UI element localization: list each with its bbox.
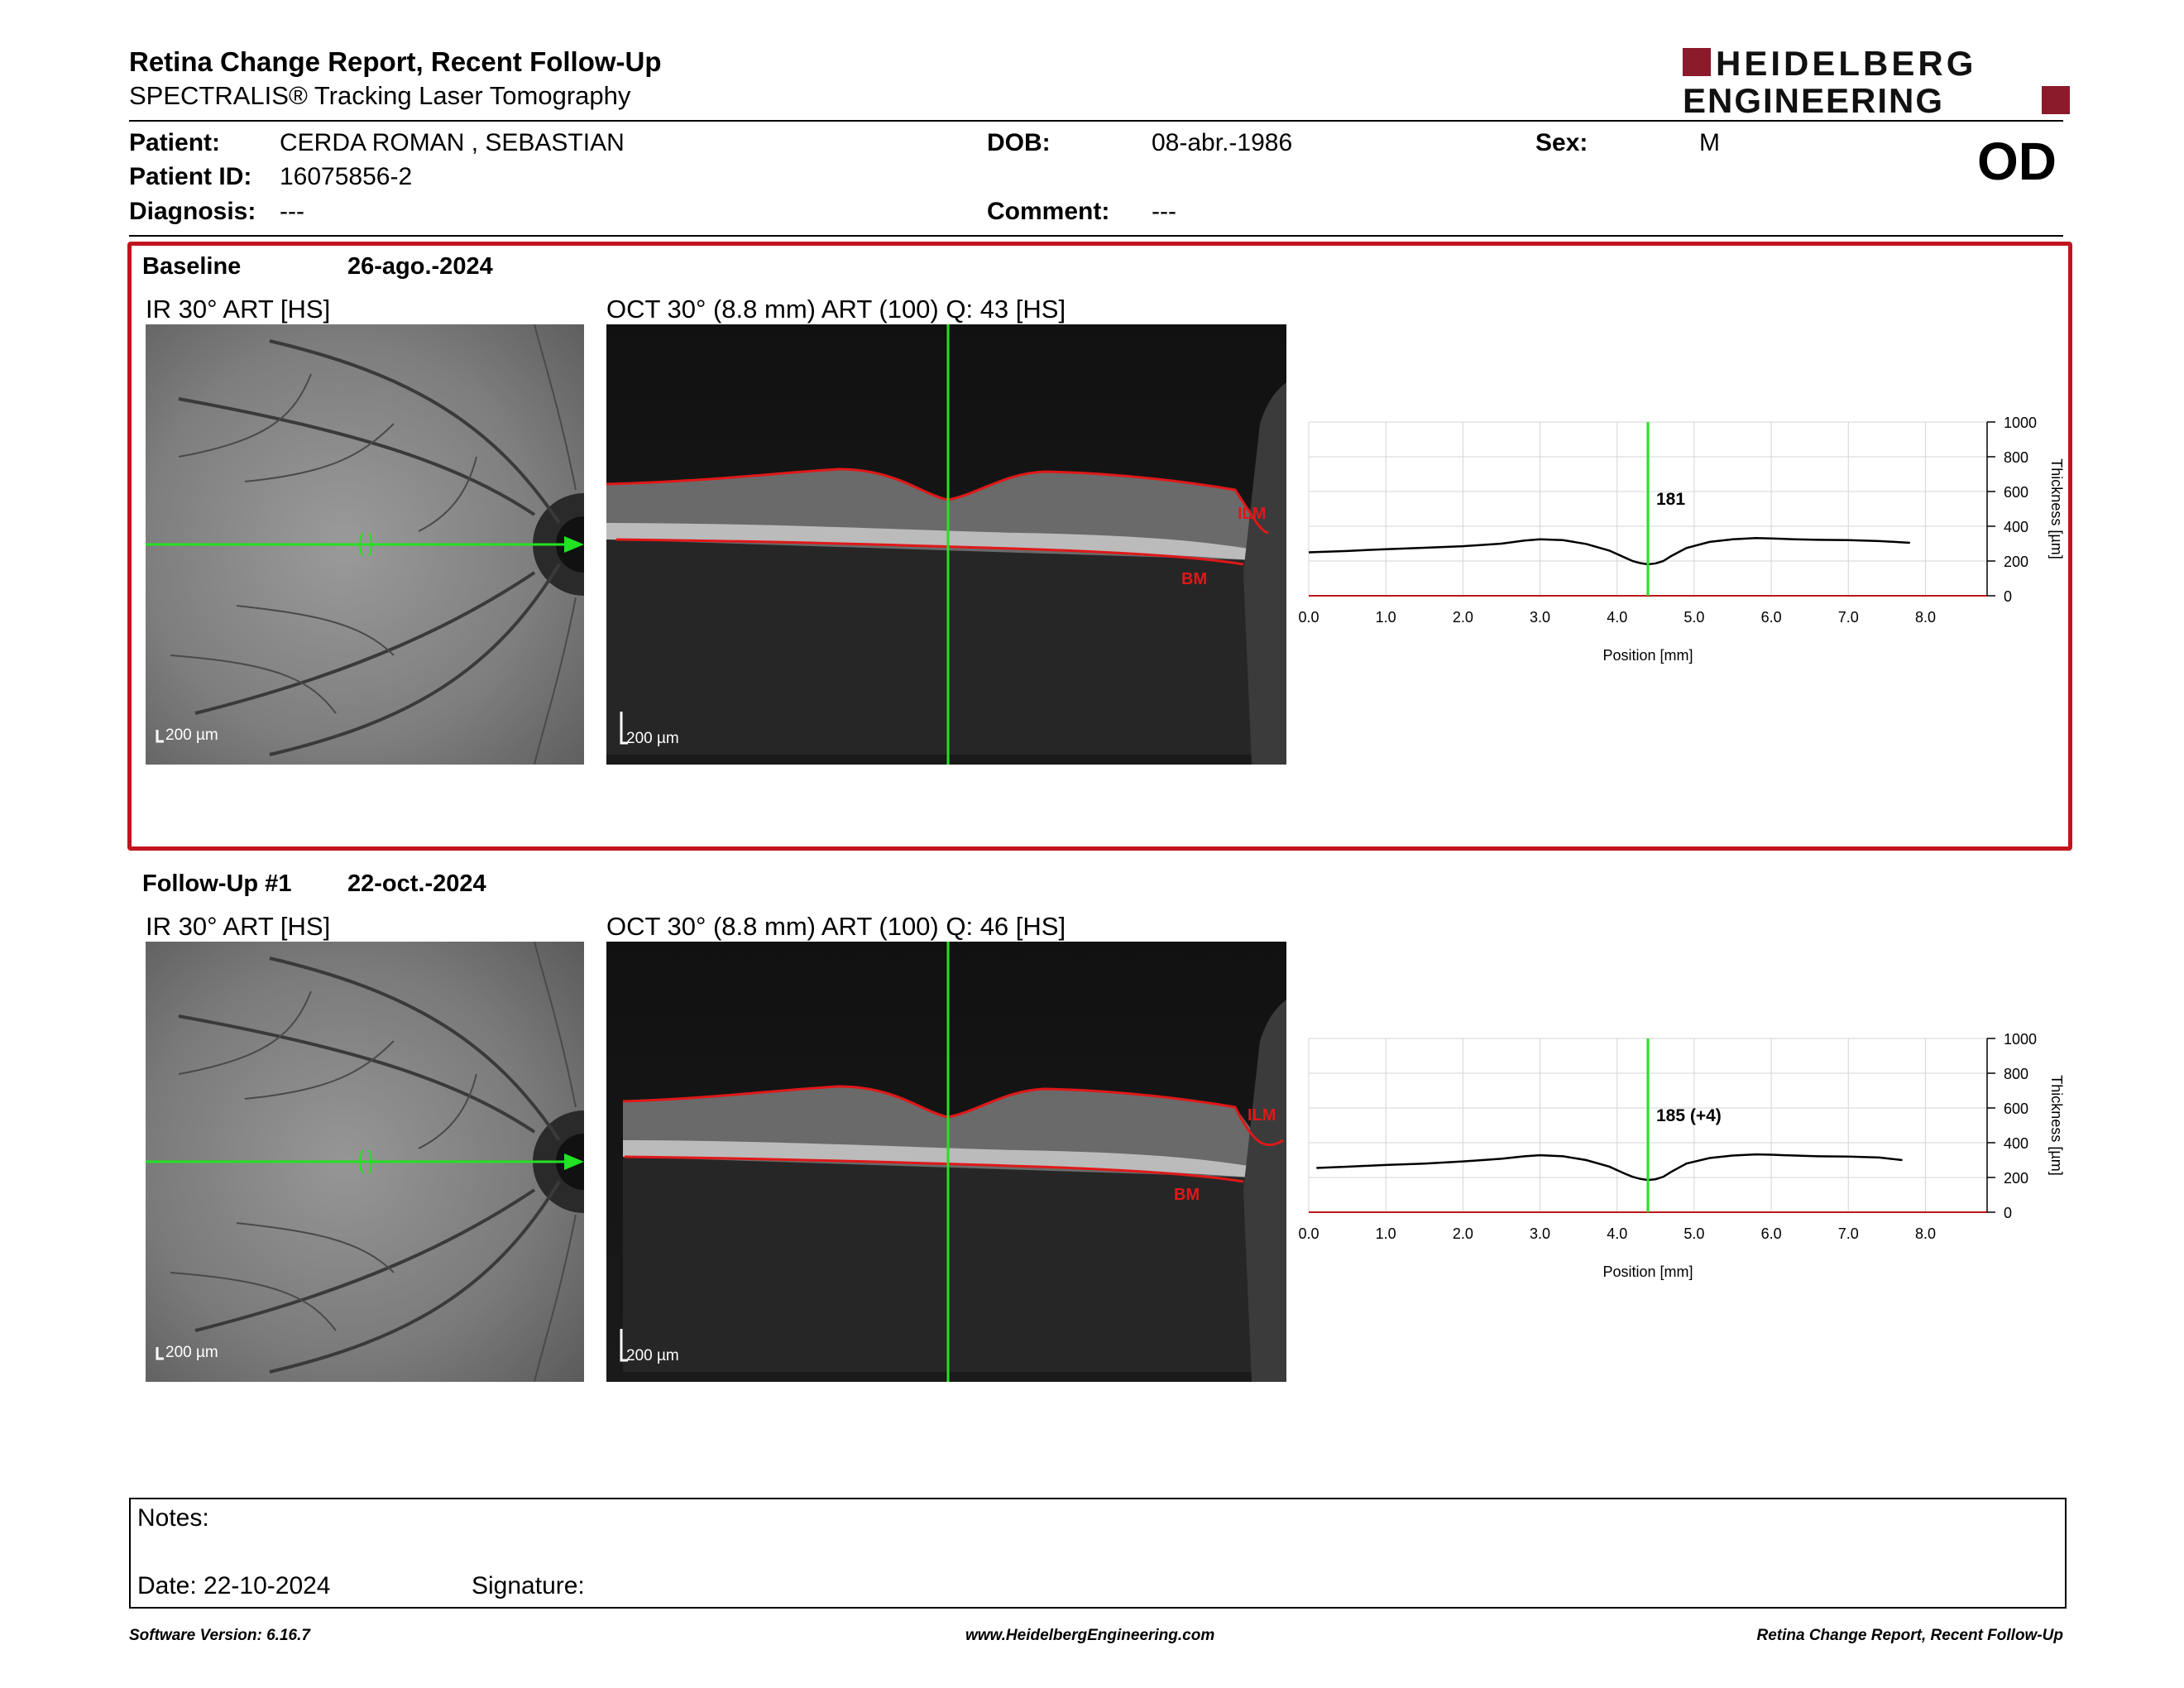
dob-value: 08-abr.-1986 <box>1152 129 1293 156</box>
svg-text:ENGINEERING: ENGINEERING <box>1683 81 1944 119</box>
x-tick-label: 7.0 <box>1838 1225 1859 1242</box>
x-tick-label: 2.0 <box>1453 609 1473 626</box>
patient-divider <box>129 235 2063 237</box>
baseline-section <box>127 242 2072 851</box>
x-axis-label: Position [mm] <box>1602 647 1693 664</box>
followup-oct-scale: 200 µm <box>626 1347 679 1364</box>
baseline-thickness-chart: 0.0 1.0 2.0 3.0 4.0 5.0 6.0 7.0 8.0 0 200 400 600 800… <box>1298 415 2065 664</box>
thickness-line <box>1316 1153 1903 1182</box>
x-tick-label: 5.0 <box>1684 609 1704 626</box>
baseline-ir-image: 200 µm <box>146 324 584 765</box>
x-tick-label: 6.0 <box>1761 1225 1782 1242</box>
y-tick-label: 600 <box>2004 484 2028 501</box>
x-axis-label: Position [mm] <box>1602 1264 1693 1280</box>
eye-indicator: OD <box>1977 132 2057 191</box>
x-tick-label: 0.0 <box>1298 1225 1319 1242</box>
x-tick-label: 2.0 <box>1453 1225 1473 1242</box>
report-title: Retina Change Report, Recent Follow-Up <box>129 46 662 77</box>
patient-label: Patient: <box>129 129 221 156</box>
header-divider <box>129 120 2063 122</box>
sex-value: M <box>1699 129 1720 156</box>
baseline-oct-image: ILM BM 200 µm <box>606 324 1286 765</box>
y-tick-label: 800 <box>2004 1066 2028 1082</box>
x-tick-label: 4.0 <box>1607 1225 1627 1242</box>
patient-id-label: Patient ID: <box>129 163 252 190</box>
patient-name: CERDA ROMAN , SEBASTIAN <box>280 129 625 156</box>
notes-date: Date: 22-10-2024 <box>137 1572 331 1599</box>
baseline-oct-label: OCT 30° (8.8 mm) ART (100) Q: 43 [HS] <box>606 295 1066 324</box>
heidelberg-logo: HEIDELBERG ENGINEERING <box>1683 45 2070 119</box>
followup-thickness-chart: 0.0 1.0 2.0 3.0 4.0 5.0 6.0 7.0 8.0 0 200 400 600 800… <box>1298 1031 2065 1280</box>
x-tick-label: 3.0 <box>1530 609 1550 626</box>
dob-label: DOB: <box>987 129 1051 156</box>
y-axis-label: Thickness [µm] <box>2048 458 2065 559</box>
baseline-ir-label: IR 30° ART [HS] <box>146 295 331 324</box>
y-tick-label: 0 <box>2004 1205 2012 1221</box>
report-subtitle: SPECTRALIS® Tracking Laser Tomography <box>129 81 631 110</box>
followup-oct-image: ILM BM 200 µm <box>606 942 1286 1382</box>
svg-text:HEIDELBERG: HEIDELBERG <box>1716 45 1976 83</box>
x-tick-label: 7.0 <box>1838 609 1859 626</box>
thickness-line <box>1308 537 1910 566</box>
cursor-value-label: 181 <box>1656 490 1685 509</box>
y-tick-label: 1000 <box>2004 1031 2037 1048</box>
y-tick-label: 800 <box>2004 449 2028 466</box>
baseline-bm-label: BM <box>1181 570 1207 588</box>
x-tick-label: 1.0 <box>1376 609 1396 626</box>
sex-label: Sex: <box>1535 129 1588 156</box>
followup-ir-scale: 200 µm <box>165 1344 218 1361</box>
followup-ilm-label: ILM <box>1248 1106 1276 1125</box>
y-tick-label: 0 <box>2004 588 2012 605</box>
x-tick-label: 8.0 <box>1915 1225 1936 1242</box>
diagnosis-label: Diagnosis: <box>129 198 256 225</box>
diagnosis-value: --- <box>280 198 304 225</box>
patient-id: 16075856-2 <box>280 163 413 190</box>
y-tick-label: 400 <box>2004 519 2028 535</box>
followup-ir-label: IR 30° ART [HS] <box>146 912 331 941</box>
cursor-value-label: 185 (+4) <box>1656 1106 1722 1125</box>
y-tick-label: 400 <box>2004 1135 2028 1152</box>
y-tick-label: 200 <box>2004 554 2028 570</box>
x-tick-label: 1.0 <box>1376 1225 1396 1242</box>
y-axis-label: Thickness [µm] <box>2048 1075 2065 1175</box>
x-tick-label: 5.0 <box>1684 1225 1704 1242</box>
footer-version: Software Version: 6.16.7 <box>129 1627 310 1644</box>
baseline-oct-scale: 200 µm <box>626 730 679 747</box>
followup-date: 22-oct.-2024 <box>347 870 486 897</box>
signature-label: Signature: <box>472 1572 585 1599</box>
baseline-date: 26-ago.-2024 <box>347 253 493 280</box>
baseline-ir-scale: 200 µm <box>165 727 218 744</box>
x-tick-label: 6.0 <box>1761 609 1782 626</box>
footer-report: Retina Change Report, Recent Follow-Up <box>1756 1627 2063 1644</box>
followup-bm-label: BM <box>1174 1186 1200 1204</box>
x-tick-label: 0.0 <box>1298 609 1319 626</box>
comment-value: --- <box>1152 198 1176 225</box>
followup-label: Follow-Up #1 <box>142 870 292 897</box>
x-tick-label: 8.0 <box>1915 609 1936 626</box>
y-tick-label: 600 <box>2004 1101 2028 1117</box>
followup-oct-label: OCT 30° (8.8 mm) ART (100) Q: 46 [HS] <box>606 912 1066 941</box>
y-tick-label: 200 <box>2004 1170 2028 1187</box>
footer-url[interactable]: www.HeidelbergEngineering.com <box>965 1627 1215 1644</box>
followup-ir-image: 200 µm <box>146 942 584 1382</box>
comment-label: Comment: <box>987 198 1110 225</box>
notes-label: Notes: <box>137 1504 209 1532</box>
x-tick-label: 4.0 <box>1607 609 1627 626</box>
baseline-label: Baseline <box>142 253 242 280</box>
x-tick-label: 3.0 <box>1530 1225 1550 1242</box>
baseline-ilm-label: ILM <box>1238 505 1266 523</box>
notes-box: Notes: Date: 22-10-2024 Signature: <box>129 1498 2067 1609</box>
y-tick-label: 1000 <box>2004 415 2037 431</box>
